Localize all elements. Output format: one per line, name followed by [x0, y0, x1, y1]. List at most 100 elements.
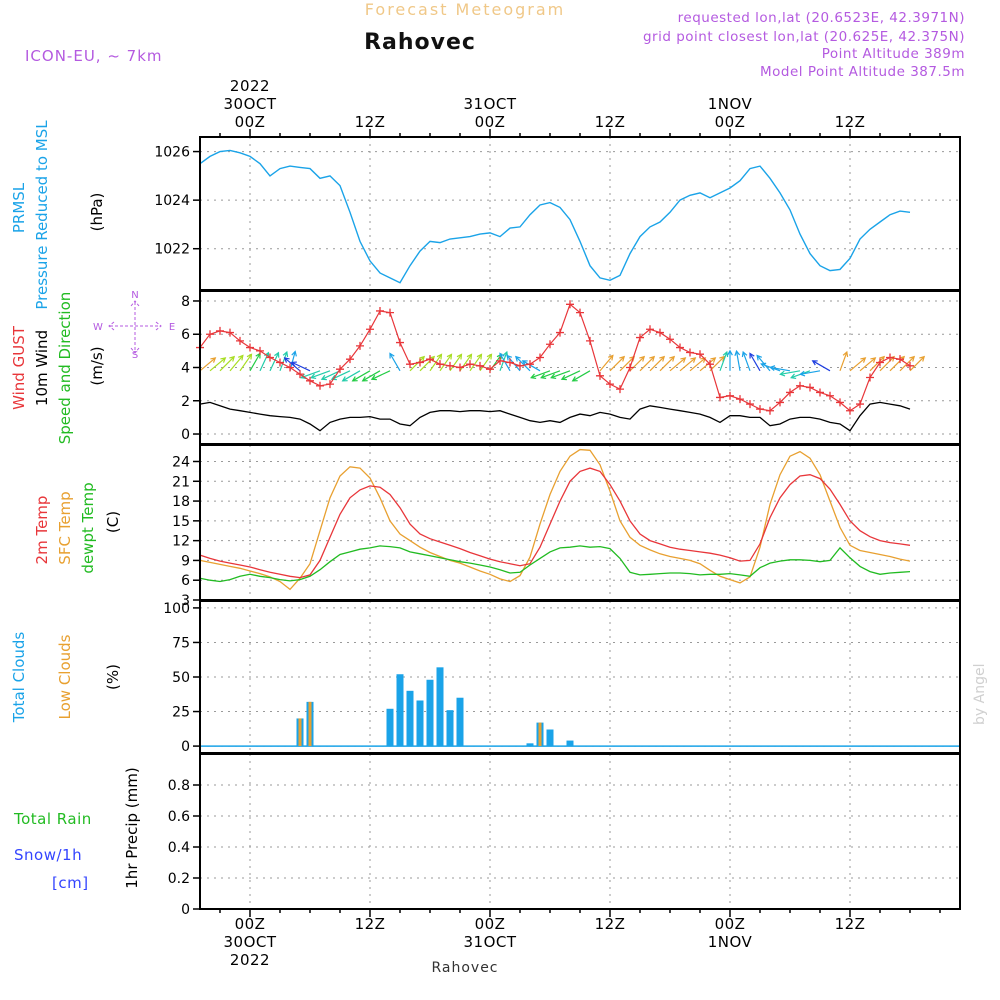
wind-arrow-head [456, 353, 463, 360]
wind-arrow [679, 357, 696, 372]
wind-arrow [709, 356, 725, 372]
wind-arrow [0, 0, 940, 371]
gust-marker [586, 336, 594, 345]
wind-arrow [770, 366, 791, 372]
wind-label-10m: 10m Wind [33, 330, 51, 406]
wind-arrow [515, 356, 531, 372]
temp-y-tick-label: 6 [181, 573, 190, 589]
wind-arrow-head [246, 353, 253, 360]
precip-y-tick-label: 0.6 [168, 809, 190, 825]
x-tick-label-top: 12Z [835, 113, 866, 131]
gust-marker [636, 333, 644, 342]
gust-marker [826, 391, 834, 400]
wind-arrow-head [560, 374, 567, 381]
gust-marker [896, 355, 904, 364]
gust-marker [816, 388, 824, 397]
wind-arrow-head [540, 373, 547, 380]
wind-arrow-head [229, 355, 236, 362]
pressure-label-unit: (hPa) [88, 193, 106, 232]
wind-arrow-head [550, 373, 557, 380]
x-tick-label-top: 2022 [230, 77, 270, 95]
wind-arrow [649, 356, 665, 372]
precip-label-cm: [cm] [52, 874, 89, 892]
gust-marker [676, 343, 684, 352]
gust-marker [666, 335, 674, 344]
precip-ylabel: 1hr Precip (mm) [123, 767, 141, 888]
x-tick-label-bottom: 12Z [355, 915, 386, 933]
gust-marker [656, 328, 664, 337]
x-tick-label-bottom: 30OCT [223, 933, 276, 951]
wind-arrow [859, 357, 876, 372]
wind-arrow-head [466, 353, 473, 360]
wind-arrow-head [330, 374, 337, 381]
compass-n: N [131, 290, 138, 301]
wind-arrow [541, 370, 561, 379]
wind-arrow [249, 353, 261, 372]
gust-marker [886, 353, 894, 362]
wind-arrow [812, 360, 831, 372]
precip-label-total-rain: Total Rain [13, 810, 92, 828]
prmsl-line [199, 149, 911, 284]
wind-arrow-head [790, 373, 797, 380]
wind-arrow-head [290, 361, 297, 367]
wind-arrow-head [619, 355, 626, 362]
wind-arrow [311, 370, 331, 379]
clouds-label-total: Total Clouds [10, 632, 28, 724]
x-tick-label-top: 00Z [235, 113, 266, 131]
wind-arrow [279, 351, 288, 372]
x-tick-label-bottom: 2022 [230, 951, 270, 969]
temp-y-tick-label: 3 [181, 593, 190, 609]
precip-panel-frame [199, 753, 961, 910]
wind-arrow-head [310, 373, 317, 380]
wind-arrow-head [734, 349, 741, 357]
wind-arrow-head [220, 357, 227, 363]
wind-arrow-head [919, 355, 926, 362]
gust-marker [206, 330, 214, 339]
total-clouds-bar [436, 667, 444, 747]
pressure-label-reduced: Pressure Reduced to MSL [33, 120, 51, 310]
gust-marker [756, 405, 764, 414]
wind-y-tick-label: 6 [181, 327, 190, 343]
gust-marker [526, 360, 534, 369]
watermark: by Angel [972, 664, 988, 725]
frames-layer [193, 129, 961, 917]
wind-arrow [522, 360, 541, 372]
wind-arrow [599, 355, 614, 372]
wind-arrow [469, 354, 482, 372]
gust-marker [396, 338, 404, 347]
total-clouds-bar [446, 710, 454, 747]
wind-arrow [619, 356, 635, 372]
gust-marker [256, 346, 264, 355]
pressure-y-tick-label: 1026 [154, 145, 190, 161]
precip-y-tick-label: 0.4 [168, 840, 190, 856]
total-clouds-bar [416, 700, 424, 747]
wind-arrow [371, 370, 391, 380]
clouds-y-tick-label: 25 [172, 705, 190, 721]
wind-arrow [0, 0, 950, 371]
labels-layer: 1022102410260246836912151821240255075100… [10, 77, 865, 969]
wind-arrow [639, 356, 655, 372]
wind-arrow [689, 357, 706, 372]
wind-arrow-head [607, 354, 614, 361]
requested-coords: requested lon,lat (20.6523E, 42.3971N) [678, 10, 965, 26]
chart-subtitle: Forecast Meteogram [365, 0, 565, 19]
t2m-line [199, 467, 911, 579]
wind-arrow-head [659, 355, 666, 362]
clouds-y-tick-label: 0 [181, 739, 190, 755]
wind-arrow-head [811, 360, 818, 366]
wind-arrow-head [700, 357, 707, 363]
temp-y-tick-label: 15 [172, 514, 190, 530]
wind-arrow-head [282, 350, 289, 358]
wind-arrow [321, 370, 341, 380]
gust-marker [686, 348, 694, 357]
temp-label-unit: (C) [104, 511, 122, 533]
wind-arrow [749, 353, 761, 372]
wind-arrow-head [719, 355, 726, 362]
gust-marker [456, 363, 464, 372]
x-tick-label-top: 12Z [355, 113, 386, 131]
gust-marker [866, 373, 874, 382]
wind-arrow-head [727, 349, 733, 356]
dewpt-line [199, 545, 911, 583]
grid-layer [200, 137, 960, 910]
pressure-panel-frame [199, 136, 961, 291]
